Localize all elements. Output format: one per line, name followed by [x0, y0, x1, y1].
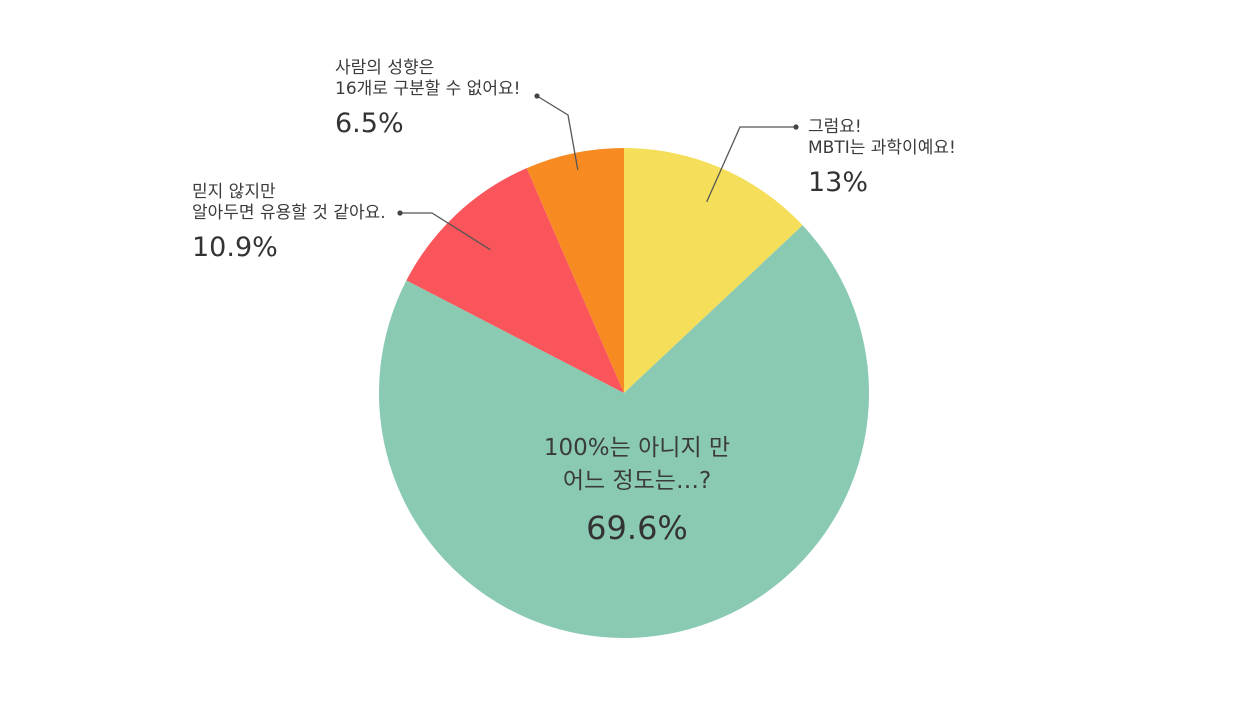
slice-label-cannot-classify: 사람의 성향은 16개로 구분할 수 없어요! 6.5% — [335, 58, 520, 140]
slice-label-line: MBTI는 과학이예요! — [808, 138, 956, 159]
slice-label-line: 사람의 성향은 — [335, 58, 435, 78]
slice-label-line: 그럼요! — [808, 117, 862, 137]
leader-line-yes-science — [706, 126, 796, 203]
slice-label-useful: 믿지 않지만 알아두면 유용할 것 같아요. 10.9% — [192, 182, 386, 264]
slice-label-line: 어느 정도는…? — [562, 468, 712, 495]
slice-value-label: 69.6% — [586, 508, 688, 547]
pie-slice-yes-science — [624, 148, 803, 393]
slice-label-line: 믿지 않지만 — [192, 182, 276, 202]
slice-label-line: 16개로 구분할 수 없어요! — [335, 79, 521, 100]
slice-value-label: 10.9% — [192, 231, 278, 263]
slice-label-line: 알아두면 유용할 것 같아요. — [192, 203, 386, 224]
leader-line-cannot-classify — [536, 95, 579, 171]
pie-slice-useful — [406, 168, 624, 393]
leader-line-yes-science-dot — [793, 124, 799, 130]
leader-line-cannot-classify-dot — [534, 93, 540, 99]
slice-label-somewhat: 100%는 아니지 만 어느 정도는…? 69.6% — [487, 432, 787, 547]
slice-value-label: 13% — [808, 166, 869, 198]
leader-line-useful-dot — [397, 210, 403, 216]
pie-slice-somewhat — [379, 225, 870, 639]
slice-value-label: 6.5% — [335, 107, 404, 139]
leader-line-useful — [400, 212, 491, 251]
pie-slice-cannot-classify — [526, 148, 624, 393]
slice-label-yes-science: 그럼요! MBTI는 과학이예요! 13% — [808, 117, 956, 199]
slice-label-line: 100%는 아니지 만 — [543, 435, 731, 461]
